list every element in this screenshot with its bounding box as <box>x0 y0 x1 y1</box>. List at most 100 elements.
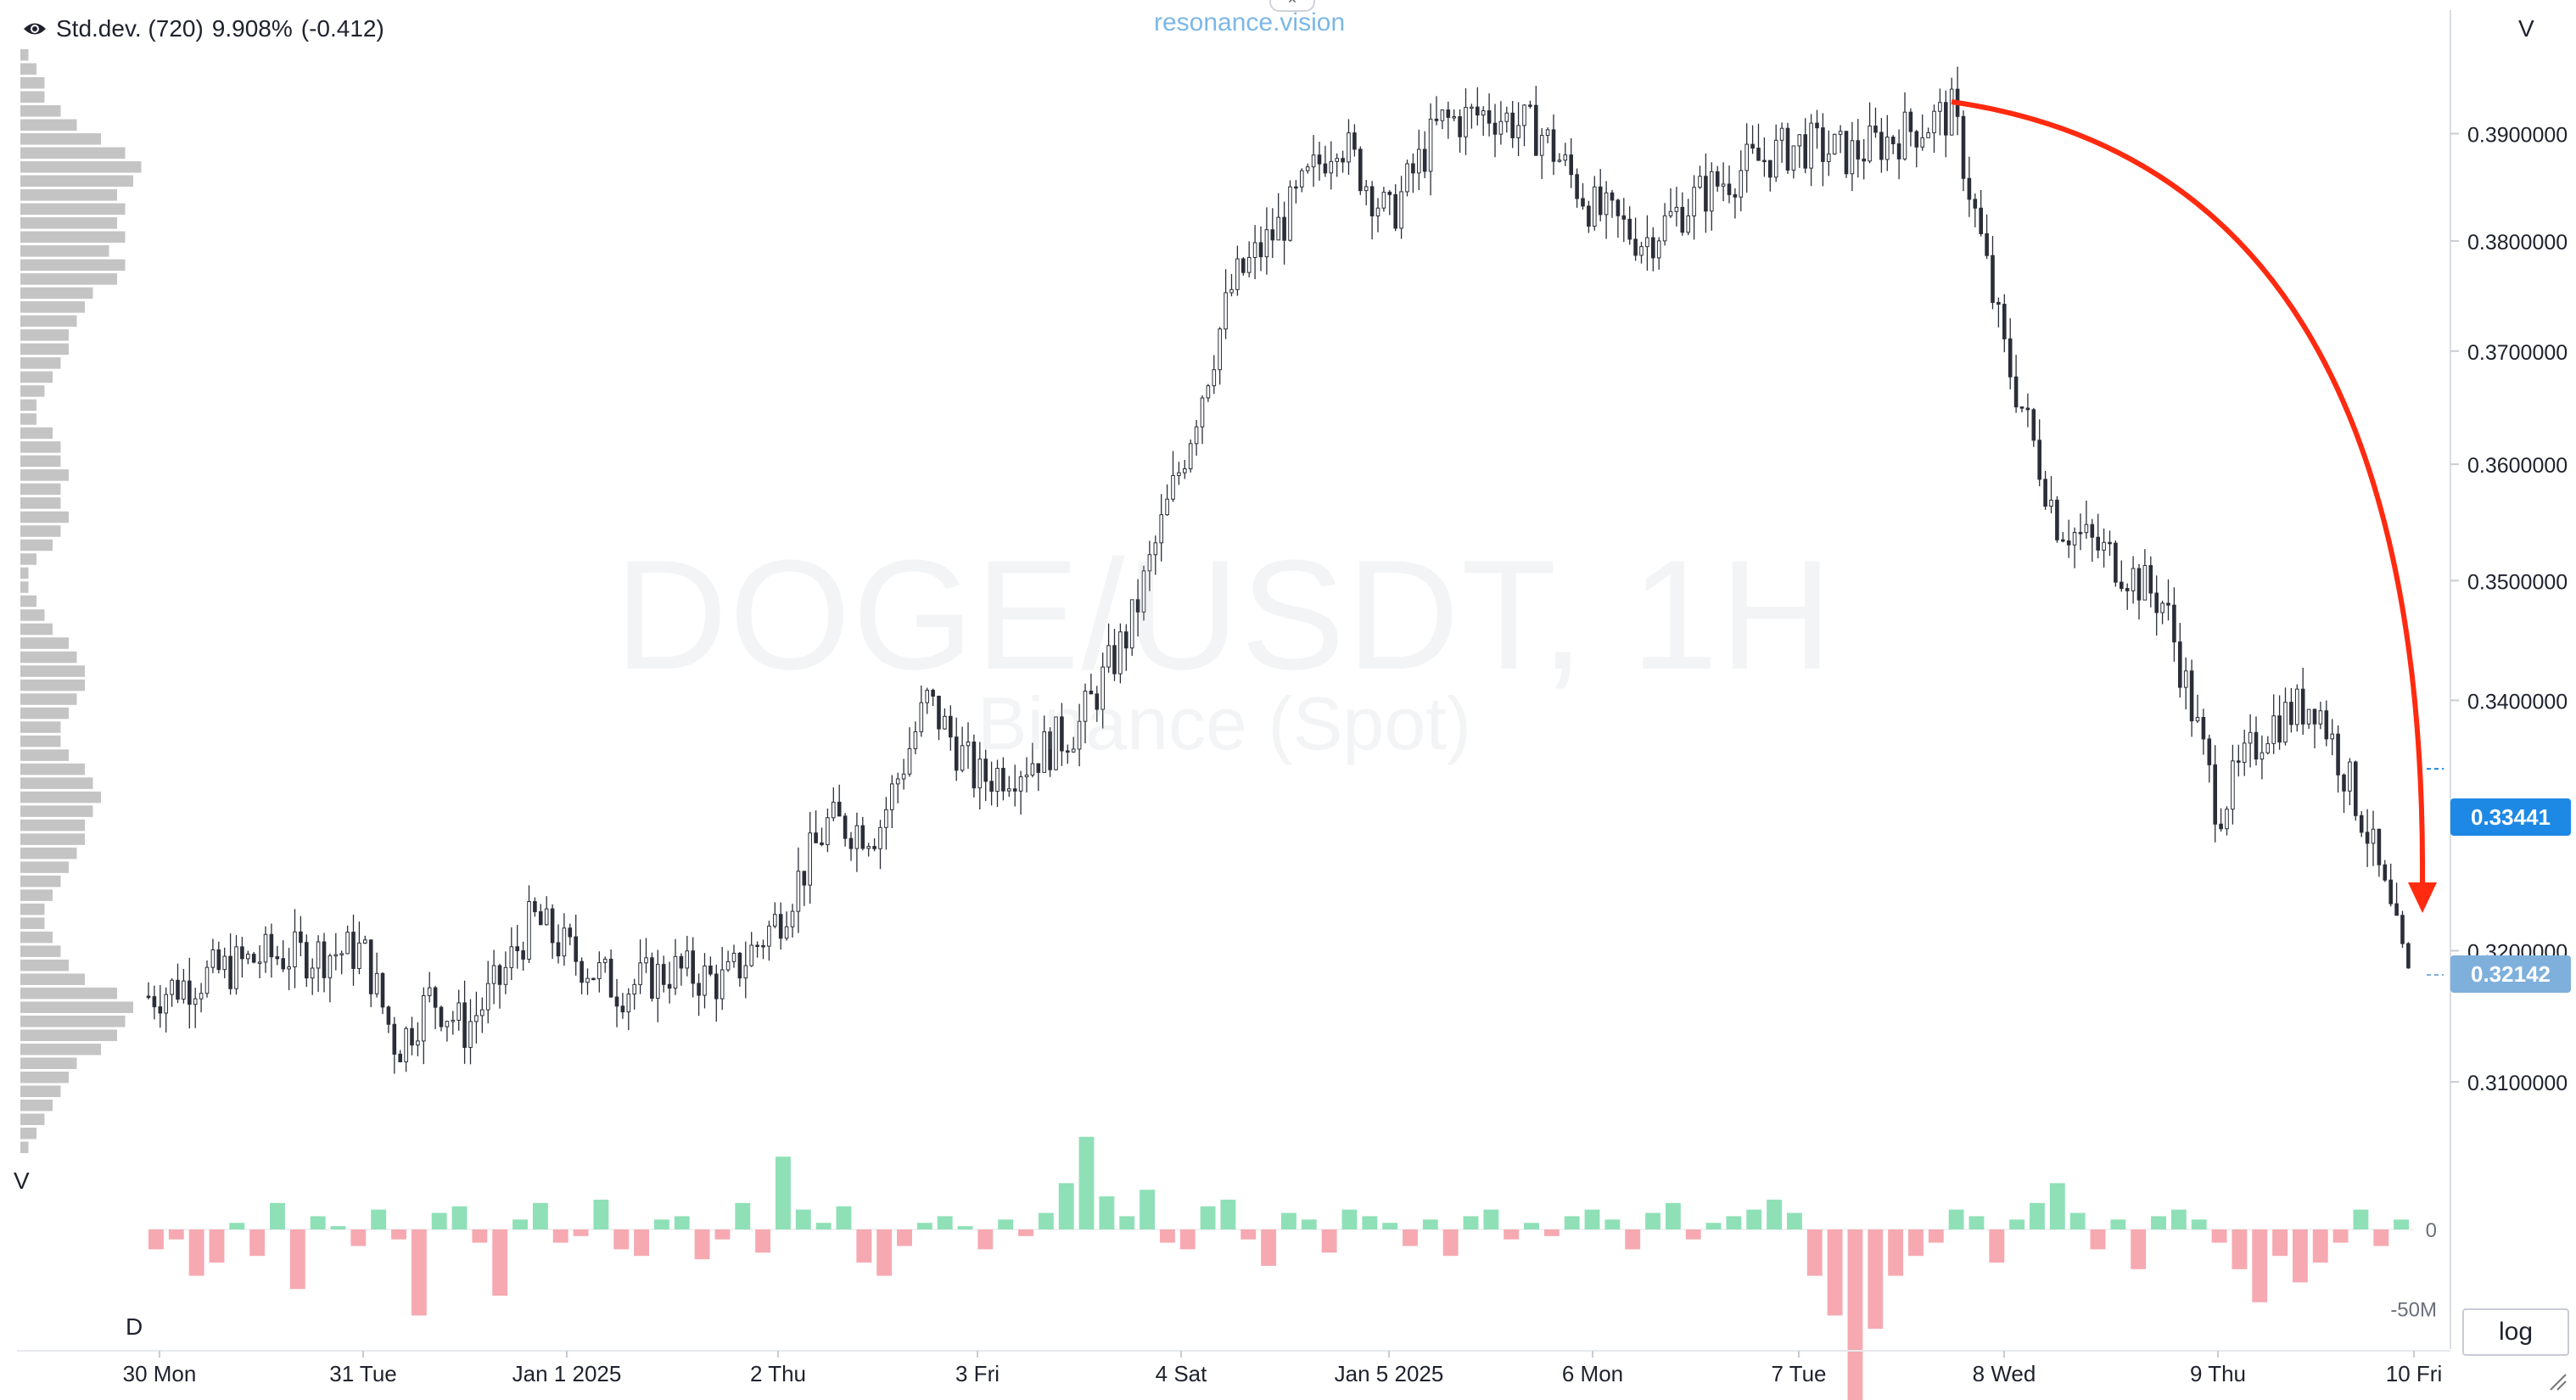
candle <box>188 957 192 1029</box>
candle <box>1341 150 1345 173</box>
candle-body <box>767 925 771 947</box>
candle <box>1715 165 1720 192</box>
eye-icon[interactable] <box>22 20 48 38</box>
candle-body <box>1949 88 1954 136</box>
candle <box>854 812 860 872</box>
profile-bar <box>20 665 85 677</box>
delta-bar <box>1726 1216 1742 1229</box>
candle <box>1932 104 1936 154</box>
candle <box>832 787 836 821</box>
brand-label[interactable]: resonance.vision <box>1154 8 1346 36</box>
candle <box>685 935 690 977</box>
candle <box>1458 109 1462 153</box>
profile-bar <box>20 413 36 425</box>
candle-body <box>580 960 584 983</box>
candle <box>1856 119 1861 178</box>
candle-body <box>1024 774 1029 777</box>
candle <box>1926 127 1930 138</box>
delta-bar <box>1948 1209 1964 1229</box>
candle <box>2377 828 2382 877</box>
candle-body <box>1387 191 1392 195</box>
candle <box>228 933 232 995</box>
candle <box>2283 687 2288 746</box>
delta-bar <box>1018 1229 1033 1236</box>
candle <box>1868 102 1872 164</box>
candle <box>1902 92 1907 161</box>
candle <box>1773 124 1778 182</box>
delta-bar <box>2030 1202 2045 1229</box>
profile-bar <box>20 441 61 453</box>
candle <box>2312 708 2317 748</box>
candle <box>1698 165 1702 189</box>
candle-body <box>2160 602 2164 613</box>
time-tick-label: 3 Fri <box>955 1361 1000 1386</box>
candle-body <box>1768 160 1772 178</box>
candle-body <box>1645 237 1649 248</box>
candle <box>1593 176 1597 231</box>
profile-bar <box>20 987 117 1000</box>
candle <box>2324 700 2329 747</box>
profile-bar <box>20 455 61 468</box>
candle <box>1656 237 1661 270</box>
candle <box>1048 727 1052 777</box>
candle <box>1106 623 1111 673</box>
candle <box>316 935 321 992</box>
candle <box>626 988 631 1031</box>
candle-body <box>983 759 988 782</box>
time-tick-label: 2 Thu <box>750 1361 806 1386</box>
price-tick-label: 0.3500000 <box>2467 570 2568 594</box>
candle-body <box>2318 710 2323 725</box>
time-tick-label: 7 Tue <box>1771 1361 1826 1386</box>
candle-body <box>345 932 350 955</box>
candle-body <box>491 965 496 984</box>
candle <box>1973 193 1978 227</box>
candle-body <box>2248 731 2253 744</box>
candle-body <box>433 987 438 1008</box>
candle <box>1733 188 1738 219</box>
candle <box>2114 540 2118 587</box>
candle-body <box>1627 218 1632 240</box>
delta-bar <box>1908 1229 1924 1257</box>
candle <box>287 948 291 991</box>
candle-body <box>509 946 514 968</box>
candle-body <box>608 958 613 998</box>
candle-body <box>1733 193 1738 198</box>
profile-bar <box>20 791 101 804</box>
time-tick-label: 8 Wed <box>1973 1361 2036 1386</box>
close-icon[interactable]: × <box>1269 0 1315 12</box>
candle <box>1487 93 1492 137</box>
candle-body <box>1464 107 1468 137</box>
candle-body <box>2125 588 2130 591</box>
profile-bar <box>20 553 36 565</box>
candle-body <box>269 933 274 958</box>
candle-body <box>386 1006 391 1025</box>
candle <box>931 688 935 707</box>
candle <box>2254 716 2259 766</box>
candle-body <box>597 962 602 979</box>
candle-body <box>1141 570 1146 613</box>
candle-body <box>1773 139 1778 178</box>
candle-body <box>1446 109 1451 118</box>
profile-bar <box>20 91 45 104</box>
candle <box>1381 187 1386 212</box>
resize-handle-icon[interactable] <box>2549 1373 2568 1392</box>
profile-bar <box>20 175 133 188</box>
candle <box>866 843 871 857</box>
candle-body <box>1118 631 1123 675</box>
candle-body <box>1060 716 1064 752</box>
log-scale-button[interactable]: log <box>2462 1308 2569 1356</box>
indicator-name: Std.dev. (720) <box>56 15 204 42</box>
candle-body <box>305 942 309 979</box>
candle-body <box>1147 554 1152 572</box>
candle-body <box>1381 191 1386 209</box>
candle <box>515 925 520 969</box>
candle-body <box>544 908 549 926</box>
secondary-price-tag: 0.32142 <box>2450 955 2571 993</box>
candle <box>1996 297 2001 328</box>
candle-body <box>1815 122 1819 129</box>
candle-body <box>1258 242 1263 258</box>
candle-body <box>445 1021 450 1028</box>
delta-bar <box>391 1229 406 1240</box>
delta-bar <box>1483 1209 1499 1229</box>
